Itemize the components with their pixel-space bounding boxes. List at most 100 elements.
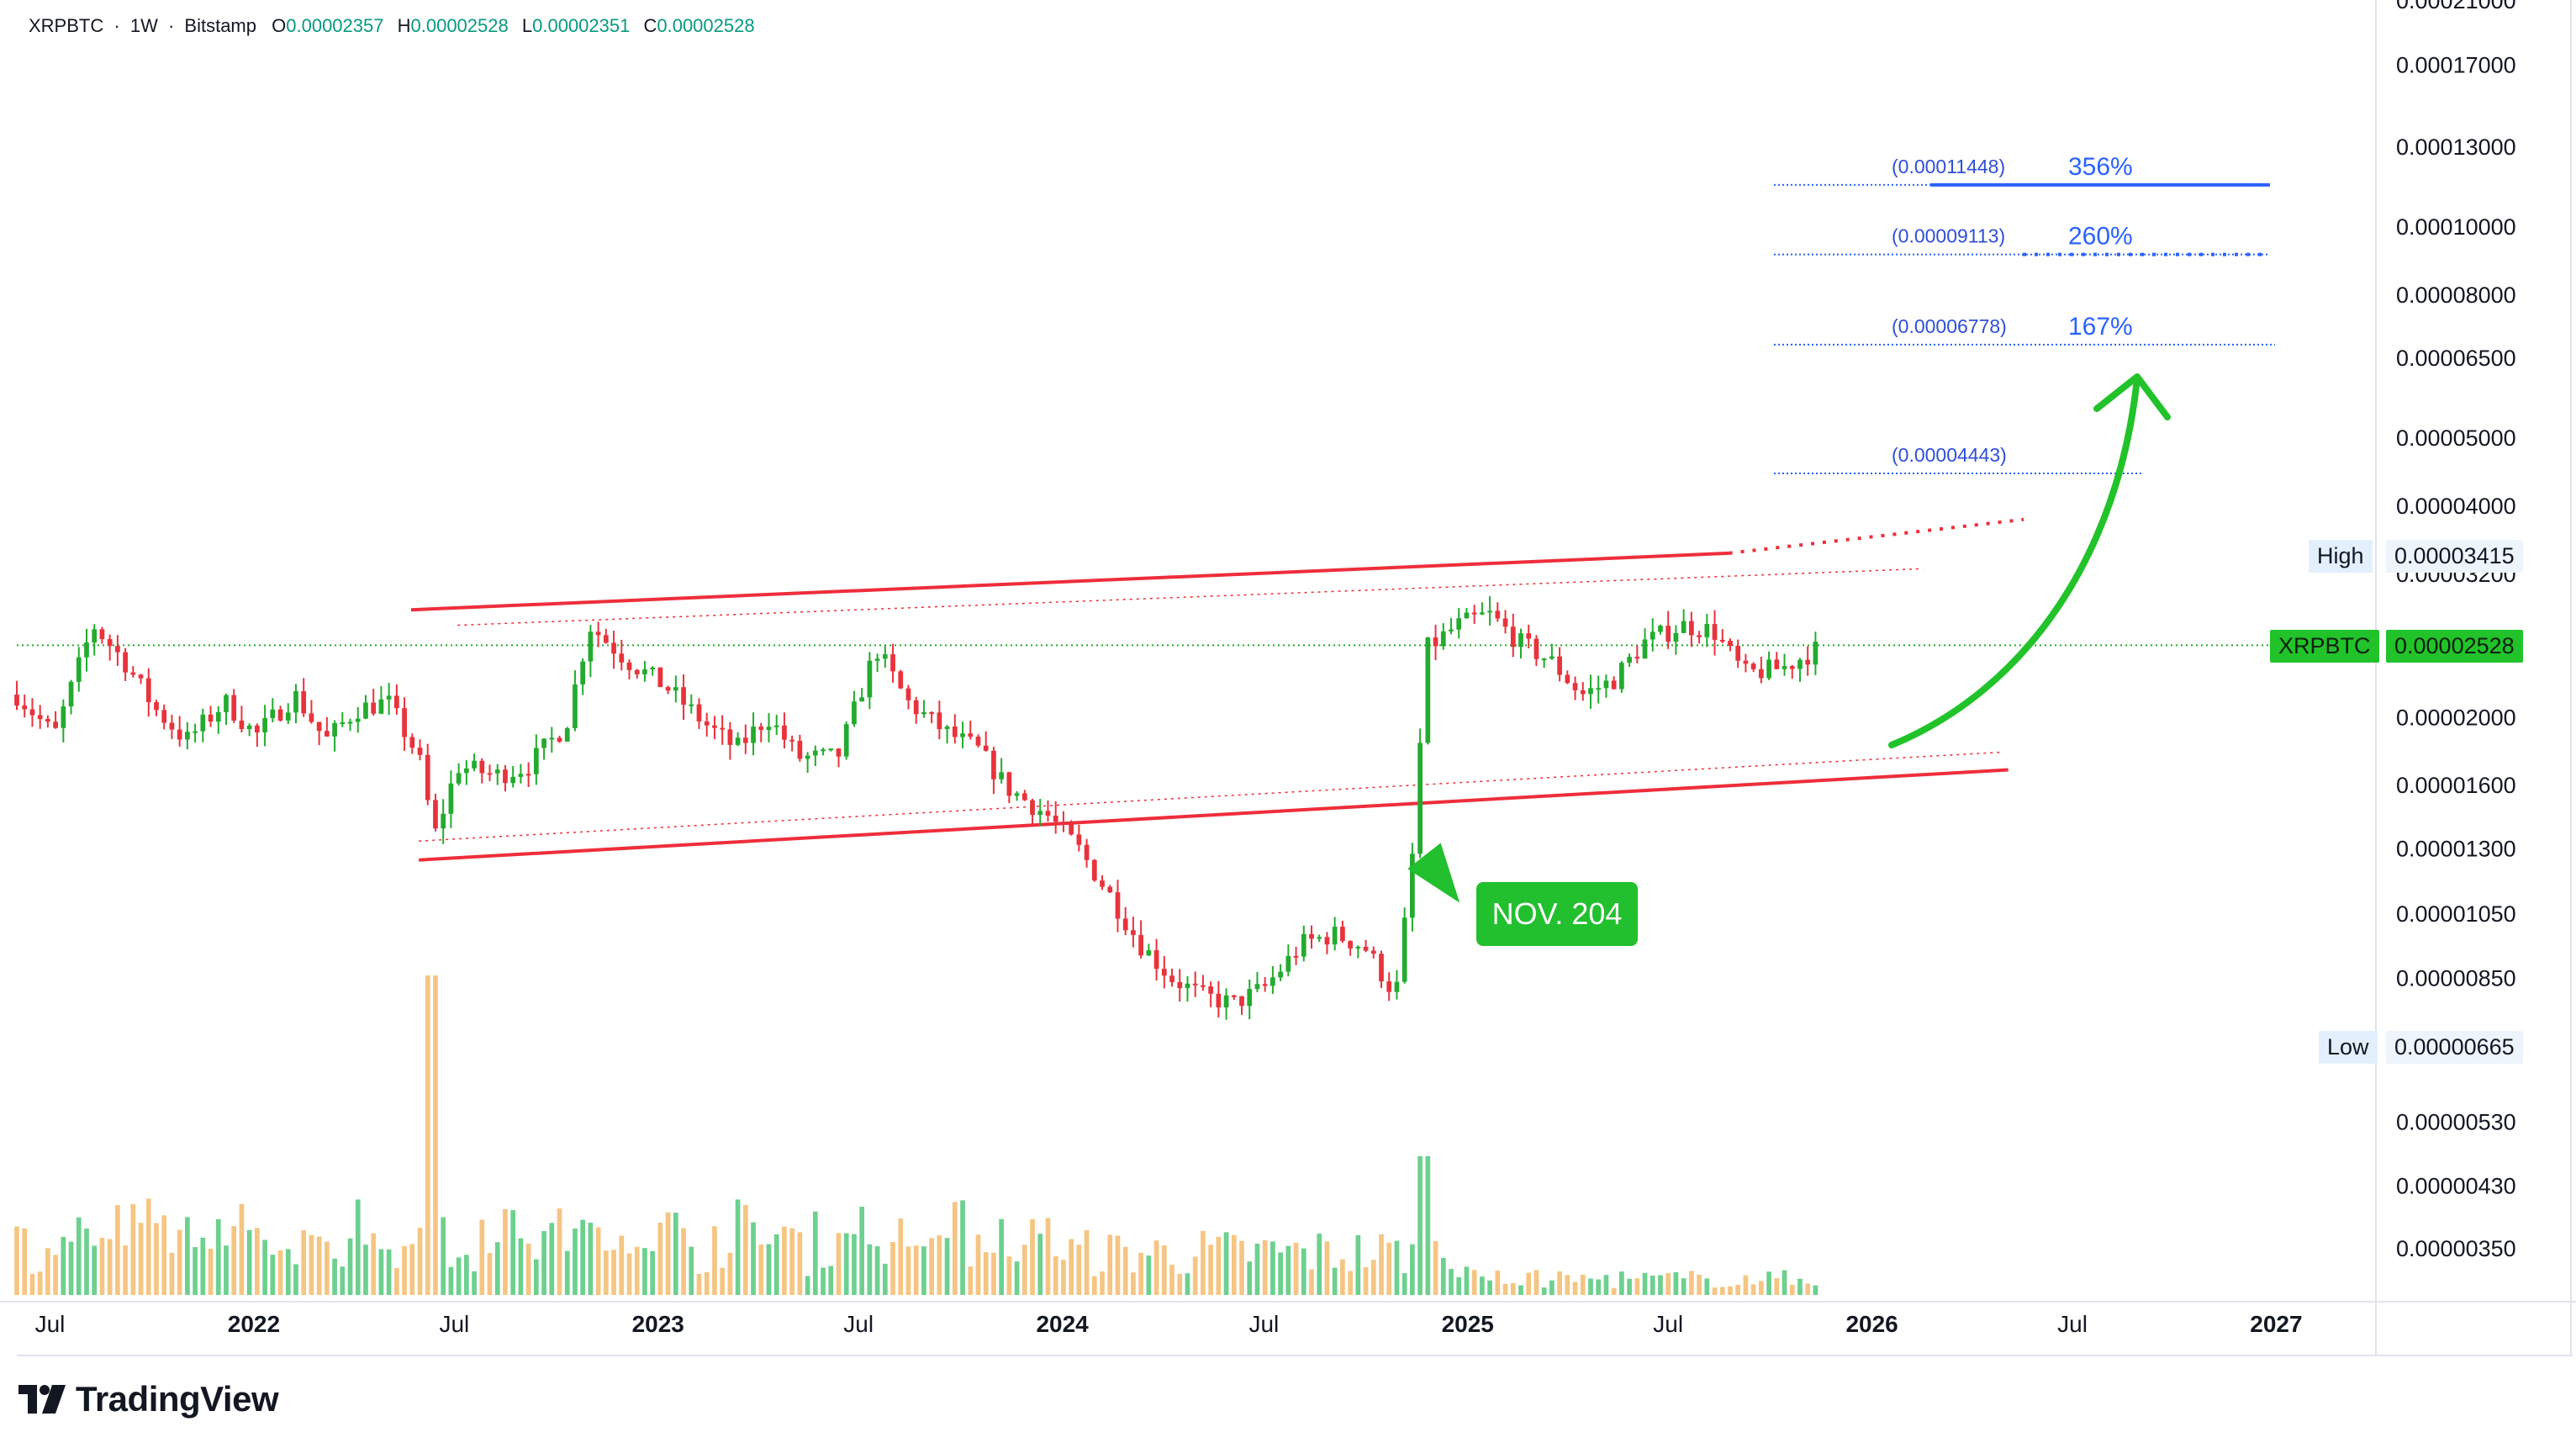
candle-body bbox=[1231, 995, 1237, 997]
volume-bar bbox=[316, 1236, 322, 1295]
green-arrow-annotation bbox=[1888, 373, 2171, 748]
volume-bar bbox=[347, 1238, 353, 1295]
candle-body bbox=[1565, 674, 1570, 684]
candle-body bbox=[665, 687, 671, 691]
candle-body bbox=[650, 667, 656, 670]
price-tick-label: 0.00006500 bbox=[2396, 346, 2516, 371]
candle-body bbox=[224, 695, 229, 712]
low-value-tag: 0.00000665 bbox=[2386, 1031, 2523, 1064]
volume-bar bbox=[246, 1229, 252, 1295]
candle-body bbox=[1480, 612, 1485, 615]
volume-bar bbox=[843, 1233, 849, 1295]
volume-bar bbox=[1317, 1234, 1322, 1295]
volume-bar bbox=[1502, 1283, 1508, 1295]
candle-body bbox=[1588, 688, 1593, 695]
volume-bar bbox=[1495, 1270, 1501, 1295]
volume-bar bbox=[76, 1217, 82, 1295]
candle-body bbox=[1091, 859, 1097, 881]
candle-body bbox=[751, 727, 756, 743]
candle-body bbox=[704, 721, 710, 726]
volume-bar bbox=[564, 1250, 570, 1295]
candle-body bbox=[1627, 657, 1632, 663]
candle-body bbox=[1169, 975, 1175, 982]
tradingview-brand[interactable]: TradingView bbox=[18, 1379, 279, 1419]
volume-bar bbox=[1449, 1269, 1454, 1295]
candle-body bbox=[773, 725, 779, 727]
volume-bar bbox=[882, 1263, 888, 1295]
volume-bar bbox=[1456, 1276, 1462, 1295]
candle-body bbox=[867, 660, 873, 698]
volume-bar bbox=[766, 1244, 772, 1295]
candle-body bbox=[1370, 950, 1376, 954]
legend-symbol[interactable]: XRPBTC bbox=[29, 15, 104, 36]
nov-2024-callout[interactable]: NOV. 204 bbox=[1476, 882, 1638, 946]
volume-bar bbox=[758, 1245, 764, 1295]
volume-bar bbox=[1100, 1271, 1105, 1295]
candle-body bbox=[852, 701, 857, 725]
volume-bar bbox=[968, 1266, 974, 1295]
candle-body bbox=[45, 719, 50, 722]
volume-bar bbox=[712, 1226, 717, 1295]
candle-body bbox=[1363, 946, 1369, 951]
volume-bar bbox=[573, 1228, 578, 1295]
volume-bar bbox=[1440, 1257, 1446, 1295]
volume-bar bbox=[309, 1234, 314, 1295]
candle-body bbox=[456, 773, 462, 784]
candle-body bbox=[1743, 660, 1749, 664]
volume-bar bbox=[22, 1228, 28, 1295]
candle-body bbox=[1580, 690, 1586, 695]
candle-body bbox=[1456, 618, 1462, 630]
volume-bar bbox=[1704, 1278, 1710, 1295]
volume-bar bbox=[1480, 1276, 1485, 1295]
candle-body bbox=[215, 711, 221, 722]
volume-bar bbox=[1526, 1272, 1532, 1295]
candle-body bbox=[642, 669, 647, 674]
volume-bar bbox=[1766, 1271, 1771, 1295]
volume-bar bbox=[1627, 1278, 1632, 1295]
candle-body bbox=[1642, 639, 1648, 659]
channel-upper-line bbox=[410, 551, 1729, 612]
candle-body bbox=[1014, 793, 1020, 796]
candle-body bbox=[1782, 666, 1787, 669]
candle-body bbox=[1030, 800, 1035, 816]
candle-body bbox=[1285, 955, 1291, 972]
volume-bar bbox=[1743, 1275, 1749, 1295]
volume-bar bbox=[363, 1245, 368, 1295]
candle-body bbox=[1774, 659, 1780, 669]
volume-bar bbox=[1301, 1248, 1306, 1295]
volume-bar bbox=[944, 1238, 950, 1295]
candles bbox=[14, 596, 1819, 1020]
volume-bar bbox=[603, 1250, 609, 1295]
volume-bar bbox=[262, 1239, 267, 1295]
volume-bar bbox=[231, 1226, 237, 1295]
candle-body bbox=[1394, 981, 1400, 992]
candle-body bbox=[1216, 993, 1222, 1008]
volume-bar bbox=[1774, 1278, 1780, 1295]
candle-body bbox=[1704, 624, 1710, 637]
candle-body bbox=[913, 700, 919, 715]
volume-bar bbox=[1580, 1274, 1586, 1295]
candle-body bbox=[479, 760, 485, 774]
candle-body bbox=[1293, 955, 1299, 958]
volume-bar bbox=[874, 1246, 880, 1295]
volume-bar bbox=[53, 1255, 58, 1295]
volume-bar bbox=[1634, 1278, 1640, 1295]
target-price-label: (0.00006778) bbox=[1892, 315, 2007, 337]
candle-body bbox=[1689, 621, 1694, 636]
volume-bar bbox=[1285, 1245, 1291, 1295]
candle-body bbox=[1324, 937, 1330, 945]
time-tick-label: Jul bbox=[1248, 1311, 1279, 1337]
volume-bar bbox=[983, 1252, 989, 1295]
time-tick-label: 2026 bbox=[1845, 1311, 1898, 1337]
candle-body bbox=[960, 733, 965, 737]
volume-bar bbox=[1185, 1273, 1190, 1295]
volume-bar bbox=[1658, 1275, 1663, 1295]
volume-bar bbox=[130, 1204, 136, 1295]
legend-close: 0.00002528 bbox=[657, 15, 755, 36]
volume-bar bbox=[557, 1208, 562, 1295]
candle-body bbox=[433, 800, 438, 829]
candle-body bbox=[626, 662, 632, 670]
volume-bar bbox=[123, 1245, 128, 1295]
legend-interval[interactable]: 1W bbox=[129, 15, 158, 36]
